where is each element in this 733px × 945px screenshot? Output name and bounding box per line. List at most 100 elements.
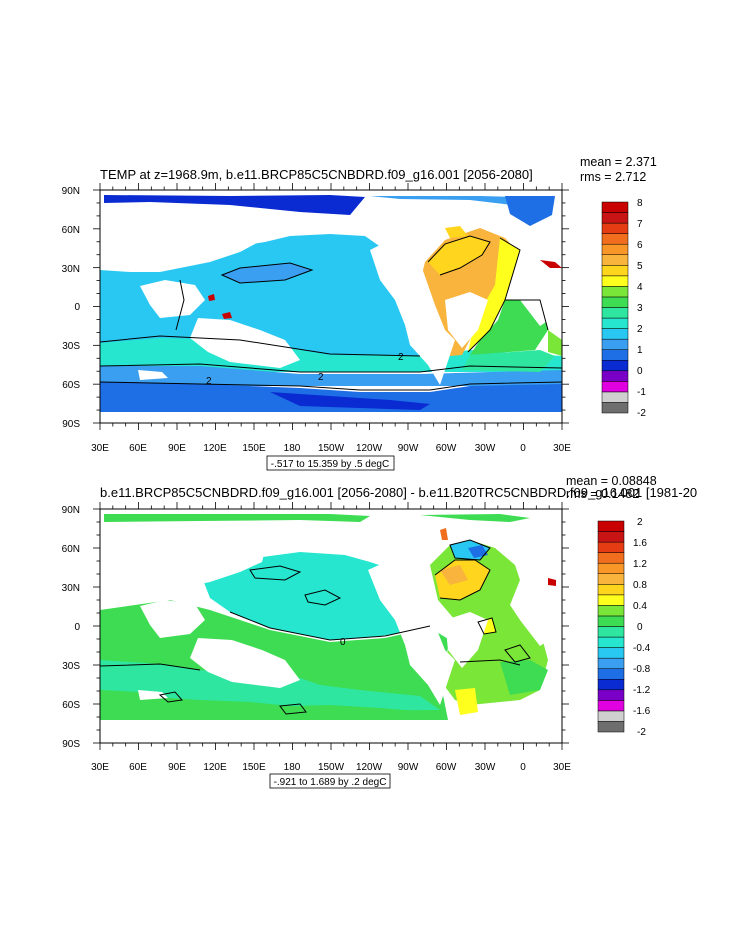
lat-label: 0 <box>74 622 80 633</box>
panel-2-lon-labels: 30E 60E 90E 120E 150E 180 150W 120W 90W … <box>91 762 571 773</box>
lat-label: 60S <box>62 700 80 711</box>
colorbar-swatch <box>601 222 629 234</box>
lon-label: 120W <box>356 762 383 773</box>
lon-label: 150W <box>318 443 345 454</box>
lat-label: 90N <box>62 505 80 516</box>
colorbar-label: 1.6 <box>633 538 647 549</box>
lon-label: 30E <box>91 762 109 773</box>
colorbar-swatch <box>597 700 625 712</box>
colorbar-swatch <box>597 626 625 638</box>
colorbar-swatch <box>597 657 625 669</box>
lon-label: 120W <box>356 443 383 454</box>
lat-label: 60N <box>62 225 80 236</box>
colorbar-swatch <box>597 573 625 585</box>
colorbar-label: 0 <box>637 366 643 377</box>
colorbar-swatch <box>601 402 629 414</box>
colorbar-swatch <box>601 381 629 393</box>
panel-1-title: TEMP at z=1968.9m, b.e11.BRCP85C5CNBDRD.… <box>100 167 533 182</box>
colorbar-swatch <box>601 286 629 298</box>
panel-1-mean: mean = 2.371 <box>580 155 657 169</box>
panel-2-colorbar-labels: 2 1.6 1.2 0.8 0.4 0 -0.4 -0.8 -1.2 -1.6 … <box>633 517 651 738</box>
panel-2-contour-label: 0 <box>340 637 346 648</box>
colorbar-label: 0.8 <box>633 580 647 591</box>
panel-2-title: b.e11.BRCP85C5CNBDRD.f09_g16.001 [2056-2… <box>100 485 697 500</box>
panel-2-map: 0 <box>100 509 562 743</box>
colorbar-swatch <box>597 531 625 543</box>
colorbar-swatch <box>601 391 629 403</box>
lon-label: 150W <box>318 762 345 773</box>
lat-label: 0 <box>74 302 80 313</box>
colorbar-label: -1.2 <box>633 685 651 696</box>
lon-label: 60W <box>436 443 457 454</box>
panel-2-info-text: -.921 to 1.689 by .2 degC <box>274 777 387 788</box>
colorbar-swatch <box>601 307 629 319</box>
colorbar-label: 5 <box>637 261 643 272</box>
colorbar-swatch <box>597 584 625 596</box>
colorbar-swatch <box>601 243 629 255</box>
colorbar-label: -1.6 <box>633 706 651 717</box>
colorbar-swatch <box>597 615 625 627</box>
panel-1-colorbar-labels: 8 7 6 5 4 3 2 1 0 -1 -2 <box>637 198 646 419</box>
colorbar-swatch <box>597 679 625 691</box>
panel-1-contour-label: 2 <box>318 372 324 383</box>
lat-label: 90S <box>62 739 80 750</box>
lat-label: 90S <box>62 419 80 430</box>
colorbar-label: -0.4 <box>633 643 651 654</box>
colorbar-swatch <box>601 349 629 361</box>
lon-label: 30E <box>553 762 571 773</box>
lat-label: 90N <box>62 186 80 197</box>
colorbar-label: 8 <box>637 198 643 209</box>
lon-label: 150E <box>242 443 266 454</box>
colorbar-swatch <box>601 317 629 329</box>
colorbar-swatch <box>601 265 629 277</box>
lon-label: 90W <box>398 443 419 454</box>
colorbar-swatch <box>601 233 629 245</box>
panel-1: TEMP at z=1968.9m, b.e11.BRCP85C5CNBDRD.… <box>62 155 657 471</box>
lon-label: 60E <box>129 762 147 773</box>
panel-1-rms: rms = 2.712 <box>580 170 646 184</box>
panel-1-info-box <box>266 455 395 471</box>
colorbar-swatch <box>601 296 629 308</box>
lon-label: 90E <box>168 443 186 454</box>
panel-2-rms: rms = 0.1482 <box>566 487 639 501</box>
colorbar-swatch <box>597 605 625 617</box>
lon-label: 120E <box>203 443 227 454</box>
lon-label: 60E <box>129 443 147 454</box>
colorbar-swatch <box>597 594 625 606</box>
lon-label: 180 <box>284 762 301 773</box>
lon-label: 180 <box>284 443 301 454</box>
colorbar-swatch <box>601 338 629 350</box>
colorbar-label: 2 <box>637 517 643 528</box>
lon-label: 90E <box>168 762 186 773</box>
colorbar-swatch <box>601 328 629 340</box>
lat-label: 60S <box>62 380 80 391</box>
panel-2-lat-labels: 90N 60N 30N 0 30S 60S 90S <box>62 505 81 750</box>
panel-1-contour-label: 2 <box>206 376 212 387</box>
panel-2: mean = 0.08848 rms = 0.1482 b.e11.BRCP85… <box>62 474 697 789</box>
colorbar-swatch <box>601 254 629 266</box>
panel-2-info-box <box>269 773 391 789</box>
lon-label: 30W <box>475 762 496 773</box>
colorbar-swatch <box>597 562 625 575</box>
colorbar-label: 3 <box>637 303 643 314</box>
colorbar-swatch <box>601 370 629 382</box>
panel-1-contour-label: 2 <box>398 352 404 363</box>
colorbar-swatch <box>601 212 629 224</box>
panel-1-lat-labels: 90N 60N 30N 0 30S 60S 90S <box>62 186 81 430</box>
lat-label: 30N <box>62 264 80 275</box>
colorbar-swatch <box>597 647 625 659</box>
lon-label: 30E <box>553 443 571 454</box>
colorbar-swatch <box>601 360 629 372</box>
colorbar-swatch <box>597 721 625 733</box>
colorbar-swatch <box>597 520 625 532</box>
colorbar-label: 4 <box>637 282 643 293</box>
panel-1-colorbar <box>601 201 629 414</box>
colorbar-swatch <box>597 710 625 722</box>
panel-1-lon-labels: 30E 60E 90E 120E 150E 180 150W 120W 90W … <box>91 443 571 454</box>
lon-label: 0 <box>520 443 526 454</box>
colorbar-label: 0.4 <box>633 601 647 612</box>
colorbar-label: 0 <box>637 622 643 633</box>
colorbar-label: -2 <box>637 408 646 419</box>
colorbar-label: 1.2 <box>633 559 647 570</box>
panel-2-colorbar <box>597 520 625 733</box>
